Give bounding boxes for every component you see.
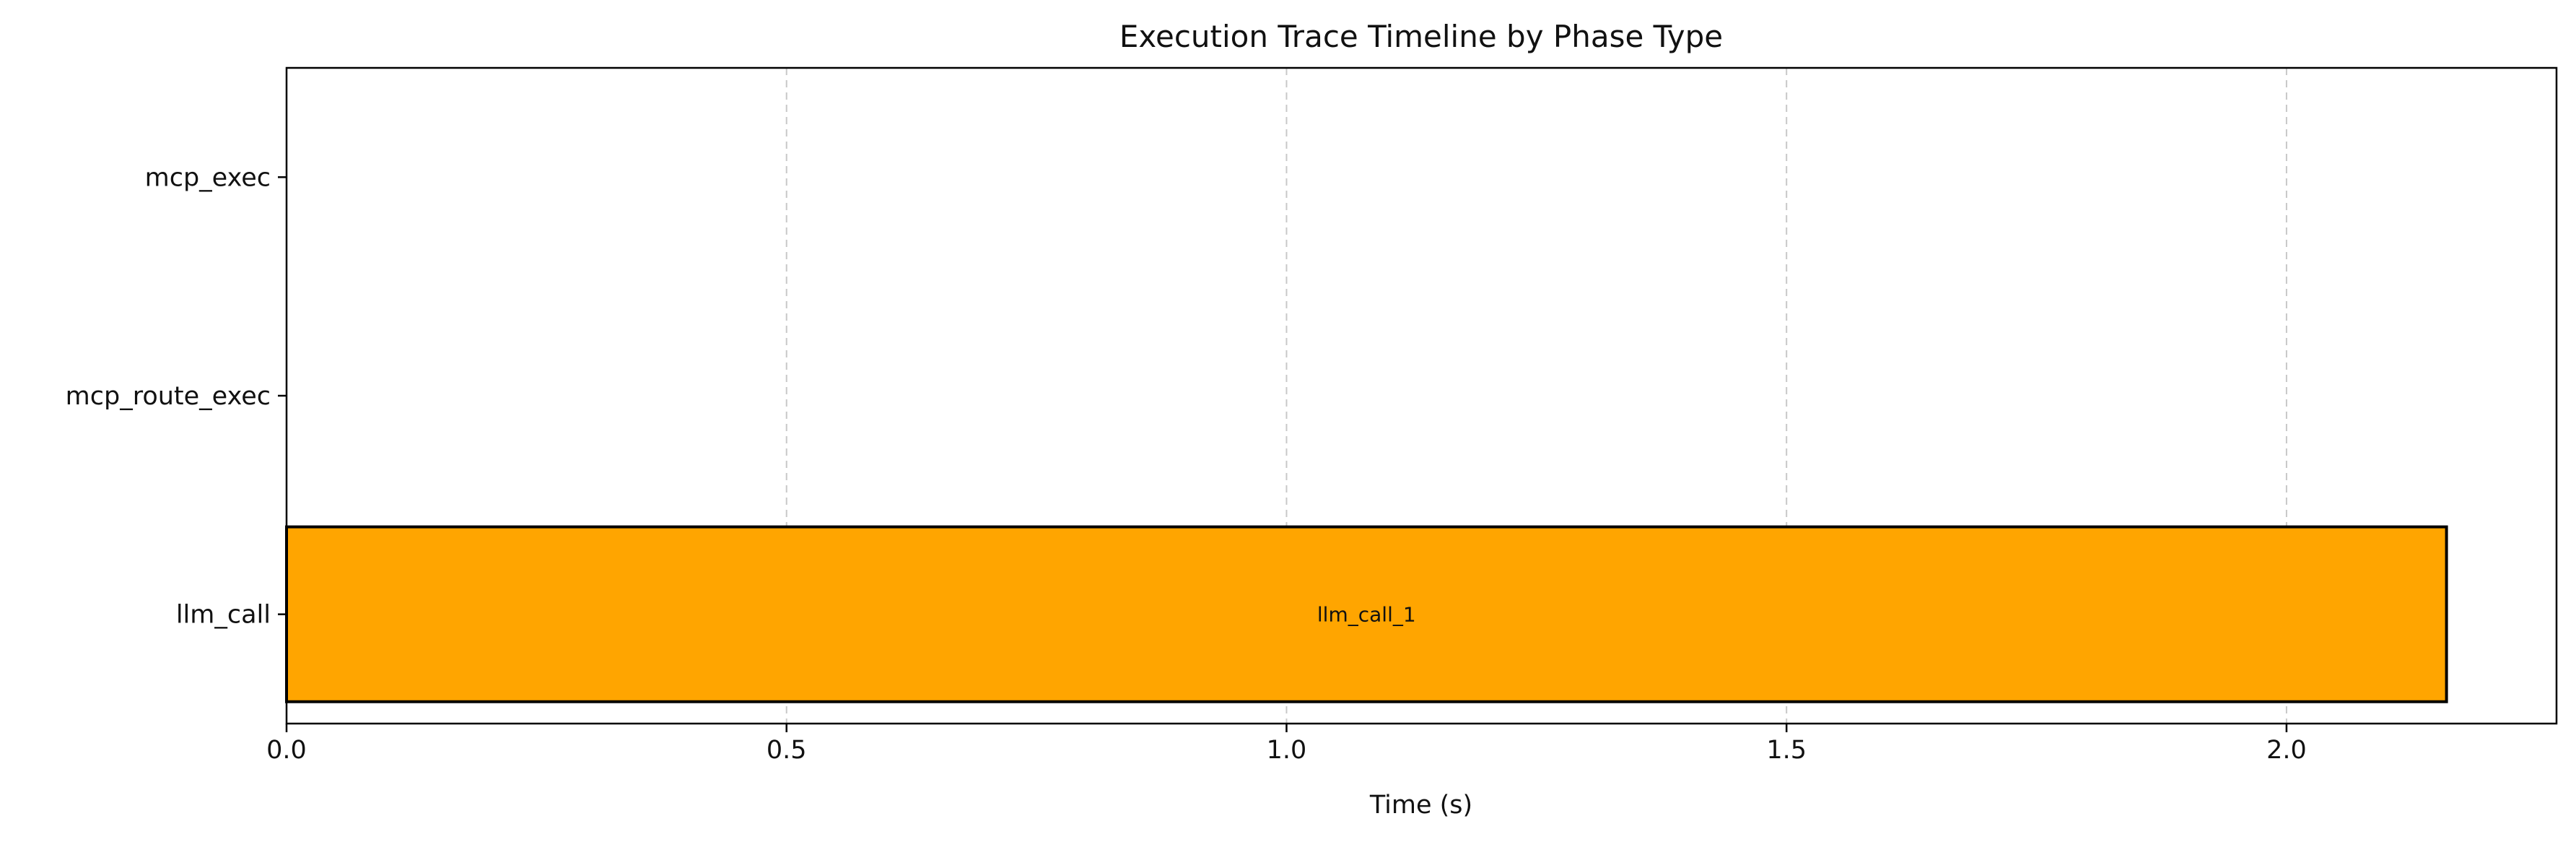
chart-title: Execution Trace Timeline by Phase Type <box>1119 19 1723 54</box>
y-tick-label-mcp_route_exec: mcp_route_exec <box>66 382 271 411</box>
x-tick-label-0: 0.0 <box>266 736 307 765</box>
x-tick-label-4: 2.0 <box>2266 736 2307 765</box>
x-axis-label: Time (s) <box>1369 791 1472 820</box>
y-tick-label-llm_call: llm_call <box>176 601 271 630</box>
x-tick-label-1: 0.5 <box>767 736 807 765</box>
bar-label-llm_call: llm_call_1 <box>1317 603 1416 627</box>
x-ticks: 0.0 0.5 1.0 1.5 2.0 <box>266 724 2307 765</box>
y-tick-label-mcp_exec: mcp_exec <box>145 163 271 192</box>
x-tick-label-3: 1.5 <box>1766 736 1807 765</box>
x-tick-label-2: 1.0 <box>1267 736 1307 765</box>
y-ticks: llm_call mcp_route_exec mcp_exec <box>66 163 287 630</box>
bars-layer: llm_call_1 <box>285 525 2448 703</box>
timeline-bar-llm_call <box>285 525 2448 703</box>
